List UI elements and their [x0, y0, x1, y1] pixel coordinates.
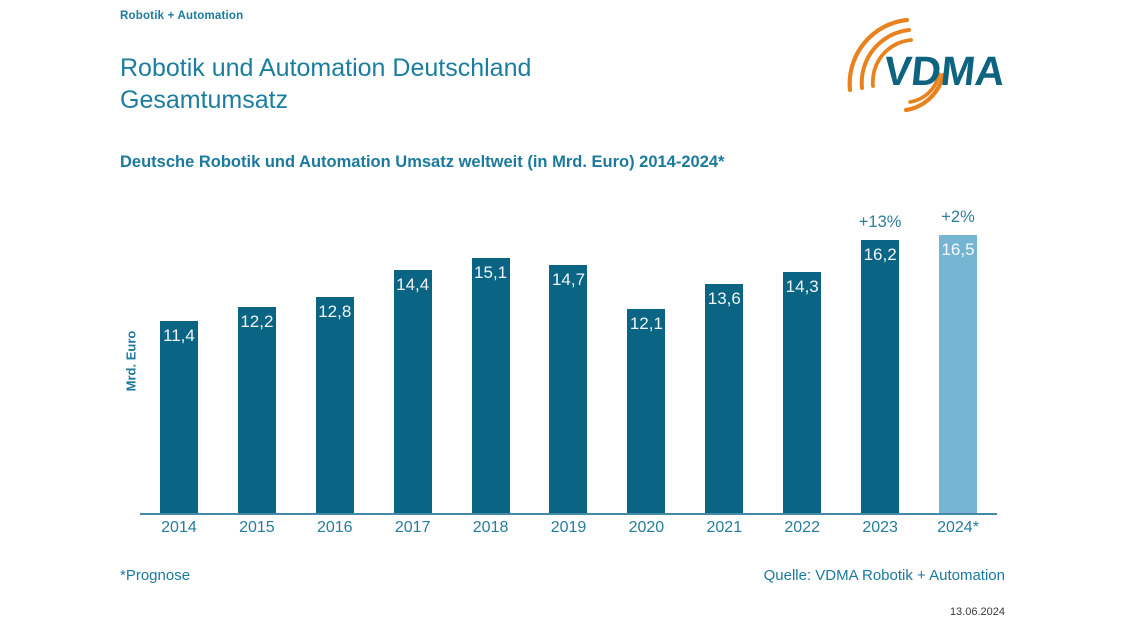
x-tick-label-2014: 2014: [161, 519, 197, 536]
bar-slot-2019: 14,7: [530, 190, 608, 514]
bar-2021: 13,6: [705, 284, 744, 514]
bar-slot-2017: 14,4: [374, 190, 452, 514]
x-tick-label-2020: 2020: [628, 519, 665, 536]
vdma-logo-arcs-icon: [847, 17, 946, 113]
x-tick-label-2023: 2023: [862, 519, 898, 536]
vdma-logo: VDMA: [847, 17, 1008, 113]
x-tick-label-2016: 2016: [316, 519, 353, 536]
bar-slot-2023: 16,2 +13%: [841, 190, 919, 514]
bar-2022: 14,3: [783, 272, 822, 514]
bar-slot-2020: 12,1: [607, 190, 685, 514]
bar-2024*: 16,5: [939, 235, 978, 514]
bar-value-label: 16,2: [863, 245, 897, 264]
bar-slot-2014: 11,4: [140, 190, 218, 514]
bar-value-label: 16,5: [941, 240, 975, 259]
bar-value-label: 14,3: [785, 277, 819, 296]
x-tick-label-2015: 2015: [239, 519, 275, 536]
x-tick-label-2022: 2022: [784, 519, 820, 536]
bar-value-label: 14,4: [396, 275, 430, 294]
x-axis-line: [140, 513, 997, 515]
x-tick-label-2024*: 2024*: [937, 519, 979, 536]
bar-2014: 11,4: [159, 321, 198, 514]
page-title: Robotik und Automation Deutschland Gesam…: [120, 54, 532, 114]
footnote: *Prognose: [120, 567, 191, 584]
growth-annotation-2023: +13%: [858, 213, 902, 231]
vdma-logo-text: VDMA: [882, 48, 1008, 94]
bar-value-label: 12,8: [318, 302, 352, 321]
bar-2023: 16,2: [861, 240, 900, 514]
bar-2020: 12,1: [627, 309, 666, 514]
bar-slot-2016: 12,8: [296, 190, 374, 514]
bar-2016: 12,8: [315, 297, 354, 514]
bar-value-label: 15,1: [474, 263, 508, 282]
y-axis-label: Mrd. Euro: [123, 330, 139, 392]
bar-value-label: 12,1: [629, 314, 663, 333]
bar-2015: 12,2: [237, 307, 276, 514]
growth-annotation-2024*: +2%: [941, 208, 975, 226]
bar-value-label: 13,6: [707, 289, 741, 308]
bar-2019: 14,7: [549, 265, 588, 514]
bar-value-label: 11,4: [163, 326, 195, 345]
source-credit: Quelle: VDMA Robotik + Automation: [763, 567, 1005, 584]
bar-value-label: 14,7: [551, 270, 586, 289]
bar-2018: 15,1: [471, 258, 510, 514]
bar-slot-2018: 15,1: [452, 190, 530, 514]
x-tick-label-2021: 2021: [706, 519, 743, 536]
bar-slot-2015: 12,2: [218, 190, 296, 514]
x-tick-label-2019: 2019: [550, 519, 587, 536]
x-tick-label-2017: 2017: [394, 519, 431, 536]
bar-slot-2021: 13,6: [685, 190, 763, 514]
bar-value-label: 12,2: [240, 312, 274, 331]
x-axis-labels: 2014 2015 2016 2017 2018 2019 2020 2021 2022 2023…: [140, 519, 997, 537]
bar-slot-2022: 14,3: [763, 190, 841, 514]
bar-slot-2024*: 16,5 +2%: [919, 190, 997, 514]
bar-chart: 11,4 12,2 12,8 14,4 15,1 14,7 12,1 13,6 14,3 16,2…: [140, 190, 997, 514]
x-tick-label-2018: 2018: [472, 519, 509, 536]
brand-eyebrow: Robotik + Automation: [120, 10, 244, 22]
date-stamp: 13.06.2024: [949, 606, 1005, 618]
chart-title: Deutsche Robotik und Automation Umsatz w…: [120, 153, 725, 171]
bar-2017: 14,4: [393, 270, 432, 514]
